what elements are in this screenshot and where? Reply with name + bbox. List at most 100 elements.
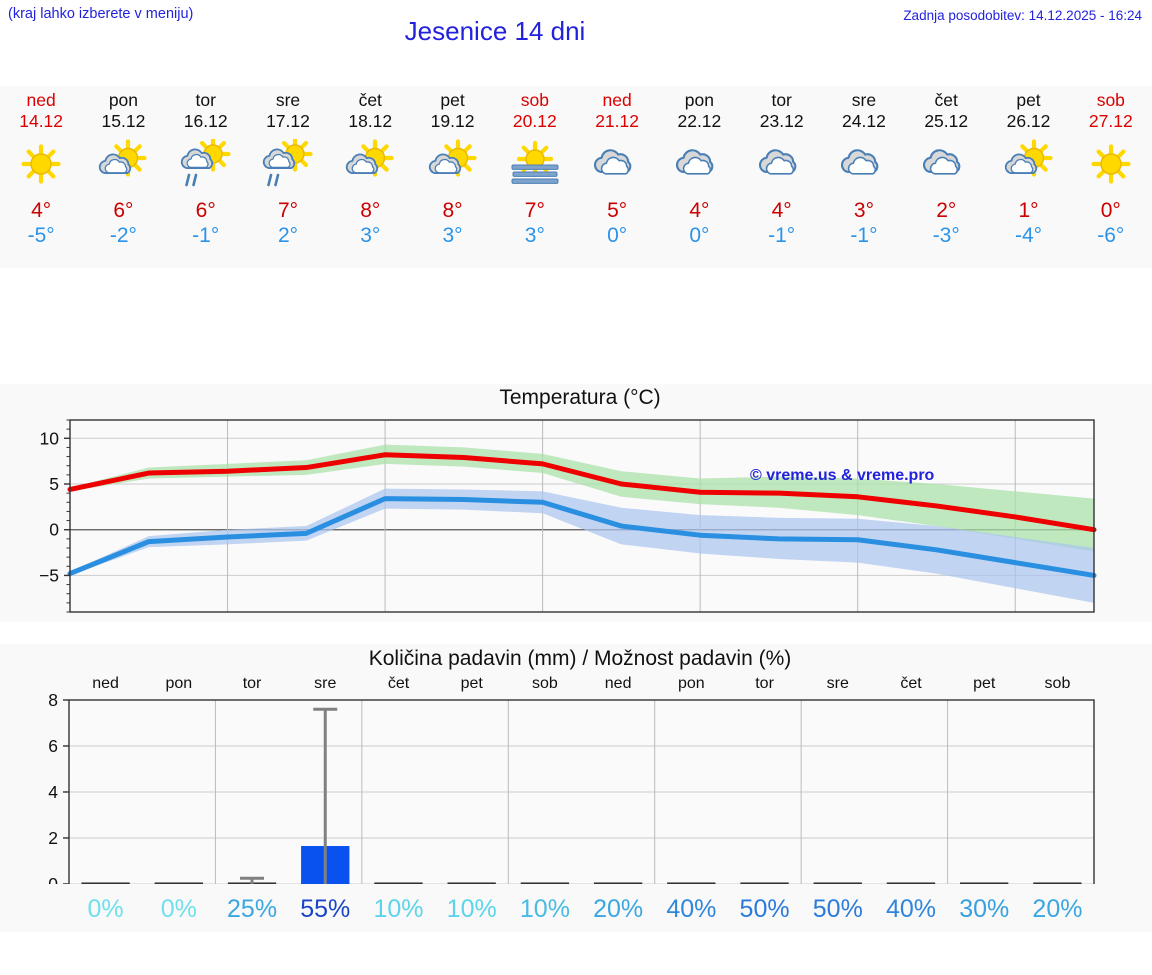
day-forecast-cell[interactable]: čet 18.12 8° 3° bbox=[329, 86, 411, 268]
temperature-chart-svg: 10 5 0 −5 bbox=[39, 419, 1097, 613]
precipitation-chart-section: Količina padavin (mm) / Možnost padavin … bbox=[0, 644, 1152, 932]
cloudy-icon bbox=[905, 136, 987, 192]
day-forecast-cell[interactable]: pon 22.12 4° 0° bbox=[658, 86, 740, 268]
precipitation-error-bar bbox=[240, 876, 265, 884]
day-min-temperature: -2° bbox=[109, 224, 137, 247]
day-min-temperature: 3° bbox=[360, 224, 381, 247]
precipitation-y-tick-label: 6 bbox=[48, 736, 58, 756]
sun-cloud-icon bbox=[987, 136, 1069, 192]
day-max-temperature: 7° bbox=[524, 199, 545, 222]
precipitation-probability-label: 0% bbox=[87, 895, 124, 923]
day-forecast-cell[interactable]: sob 27.12 0° -6° bbox=[1070, 86, 1152, 268]
precipitation-day-label: ned bbox=[92, 675, 119, 692]
day-forecast-cell[interactable]: čet 25.12 2° -3° bbox=[905, 86, 987, 268]
temperature-line bbox=[67, 452, 1097, 533]
precipitation-day-label: sob bbox=[1044, 675, 1071, 692]
precipitation-day-label: pon bbox=[165, 675, 193, 692]
precipitation-day-label: tor bbox=[242, 675, 262, 692]
menu-hint-text: (kraj lahko izberete v meniju) bbox=[8, 6, 194, 22]
day-forecast-cell[interactable]: tor 23.12 4° -1° bbox=[741, 86, 823, 268]
precipitation-probability-label: 0% bbox=[160, 895, 197, 923]
sun-cloud-icon bbox=[329, 136, 411, 192]
day-name: pon bbox=[684, 90, 714, 110]
sun-cloud-rain-icon bbox=[247, 136, 329, 192]
copyright-text: © vreme.us & vreme.pro bbox=[750, 467, 935, 484]
day-min-temperature: 0° bbox=[689, 224, 710, 247]
precipitation-probability-label: 30% bbox=[959, 895, 1010, 923]
day-min-temperature: 0° bbox=[607, 224, 628, 247]
day-date: 16.12 bbox=[183, 111, 228, 131]
precipitation-day-label: pet bbox=[973, 675, 996, 692]
day-min-temperature: 3° bbox=[442, 224, 463, 247]
sun-fog-icon bbox=[494, 136, 576, 192]
day-forecast-cell[interactable]: sre 24.12 3° -1° bbox=[823, 86, 905, 268]
day-min-temperature: -1° bbox=[768, 224, 796, 247]
day-forecast-cell[interactable]: sob 20.12 7° 3° bbox=[494, 86, 576, 268]
sun-cloud-icon bbox=[82, 136, 164, 192]
day-max-temperature: 0° bbox=[1100, 199, 1121, 222]
day-min-temperature: -6° bbox=[1097, 224, 1125, 247]
day-max-temperature: 7° bbox=[277, 199, 299, 222]
day-forecast-cell[interactable]: sre 17.12 7° 2° bbox=[247, 86, 329, 268]
day-forecast-cell[interactable]: pon 15.12 6° -2° bbox=[82, 86, 164, 268]
day-date: 23.12 bbox=[759, 111, 804, 131]
day-max-temperature: 3° bbox=[853, 199, 874, 222]
day-forecast-cell[interactable]: pet 19.12 8° 3° bbox=[411, 86, 493, 268]
precipitation-probability-label: 10% bbox=[519, 895, 570, 923]
precipitation-day-label: tor bbox=[755, 675, 774, 692]
day-forecast-cell[interactable]: ned 14.12 4° -5° bbox=[0, 86, 82, 268]
day-name: sob bbox=[1096, 90, 1125, 110]
day-forecast-cell[interactable]: tor 16.12 6° -1° bbox=[165, 86, 247, 268]
precipitation-probability-label: 40% bbox=[666, 895, 717, 923]
day-date: 21.12 bbox=[595, 111, 639, 131]
precipitation-chart-svg: 8 6 4 2 0 bbox=[48, 690, 1095, 894]
precipitation-plot: 8 6 4 2 0 bbox=[0, 644, 1152, 894]
temperature-y-tick-label: −5 bbox=[39, 565, 59, 585]
precipitation-probability-label: 10% bbox=[446, 895, 497, 923]
day-date: 27.12 bbox=[1088, 111, 1133, 131]
precipitation-probability-labels: 0% 0% 25% 55% 10% 10% 10% 20% 40% 50% 50% 40% 30% 20% bbox=[69, 895, 1094, 929]
day-max-temperature: 4° bbox=[31, 199, 52, 222]
last-updated-text: Zadnja posodobitev: 14.12.2025 - 16:24 bbox=[903, 8, 1142, 23]
day-name: tor bbox=[771, 90, 792, 110]
day-max-temperature: 4° bbox=[771, 199, 792, 222]
page-header: (kraj lahko izberete v meniju) Jesenice … bbox=[0, 0, 1152, 56]
day-min-temperature: -3° bbox=[932, 224, 960, 247]
precipitation-day-label: pet bbox=[460, 675, 483, 692]
day-forecast-cell[interactable]: ned 21.12 5° 0° bbox=[576, 86, 658, 268]
day-min-temperature: 2° bbox=[277, 224, 299, 247]
precipitation-day-labels: ned pon tor sre čet pet sob ned pon tor sre čet pet s… bbox=[69, 675, 1094, 695]
temperature-chart-section: Temperatura (°C) 10 5 0 −5 bbox=[0, 384, 1152, 622]
daily-forecast-strip: ned 14.12 4° -5° pon 15.12 6° -2° tor 16.12 6° -1° s… bbox=[0, 86, 1152, 268]
precipitation-probability-label: 50% bbox=[739, 895, 790, 923]
day-max-temperature: 1° bbox=[1018, 199, 1039, 222]
day-forecast-cell[interactable]: pet 26.12 1° -4° bbox=[987, 86, 1069, 268]
precipitation-day-label: pon bbox=[678, 675, 705, 692]
day-min-temperature: -1° bbox=[192, 224, 220, 247]
cloudy-icon bbox=[823, 136, 905, 192]
page-title: Jesenice 14 dni bbox=[404, 16, 586, 46]
temperature-plot: 10 5 0 −5 bbox=[0, 384, 1152, 622]
day-min-temperature: -4° bbox=[1014, 224, 1043, 247]
precipitation-probability-label: 20% bbox=[1032, 895, 1083, 923]
day-date: 24.12 bbox=[842, 111, 886, 131]
cloudy-icon bbox=[576, 136, 658, 192]
day-date: 18.12 bbox=[348, 111, 393, 131]
precipitation-probability-label: 40% bbox=[885, 895, 937, 923]
precipitation-probability-label: 10% bbox=[373, 895, 424, 923]
day-date: 15.12 bbox=[101, 111, 146, 131]
precipitation-day-label: ned bbox=[604, 675, 632, 692]
day-max-temperature: 8° bbox=[442, 199, 463, 222]
precipitation-y-tick-label: 8 bbox=[48, 690, 58, 710]
day-name: sob bbox=[520, 90, 549, 110]
sun-cloud-rain-icon bbox=[165, 136, 247, 192]
sunny-icon bbox=[0, 136, 82, 192]
precipitation-day-label: čet bbox=[900, 675, 922, 692]
day-max-temperature: 2° bbox=[936, 199, 957, 222]
precipitation-probability-label: 20% bbox=[593, 895, 644, 923]
day-date: 22.12 bbox=[677, 111, 722, 131]
day-date: 14.12 bbox=[19, 111, 64, 131]
day-max-temperature: 5° bbox=[607, 199, 628, 222]
temperature-y-tick-label: 10 bbox=[40, 428, 60, 448]
